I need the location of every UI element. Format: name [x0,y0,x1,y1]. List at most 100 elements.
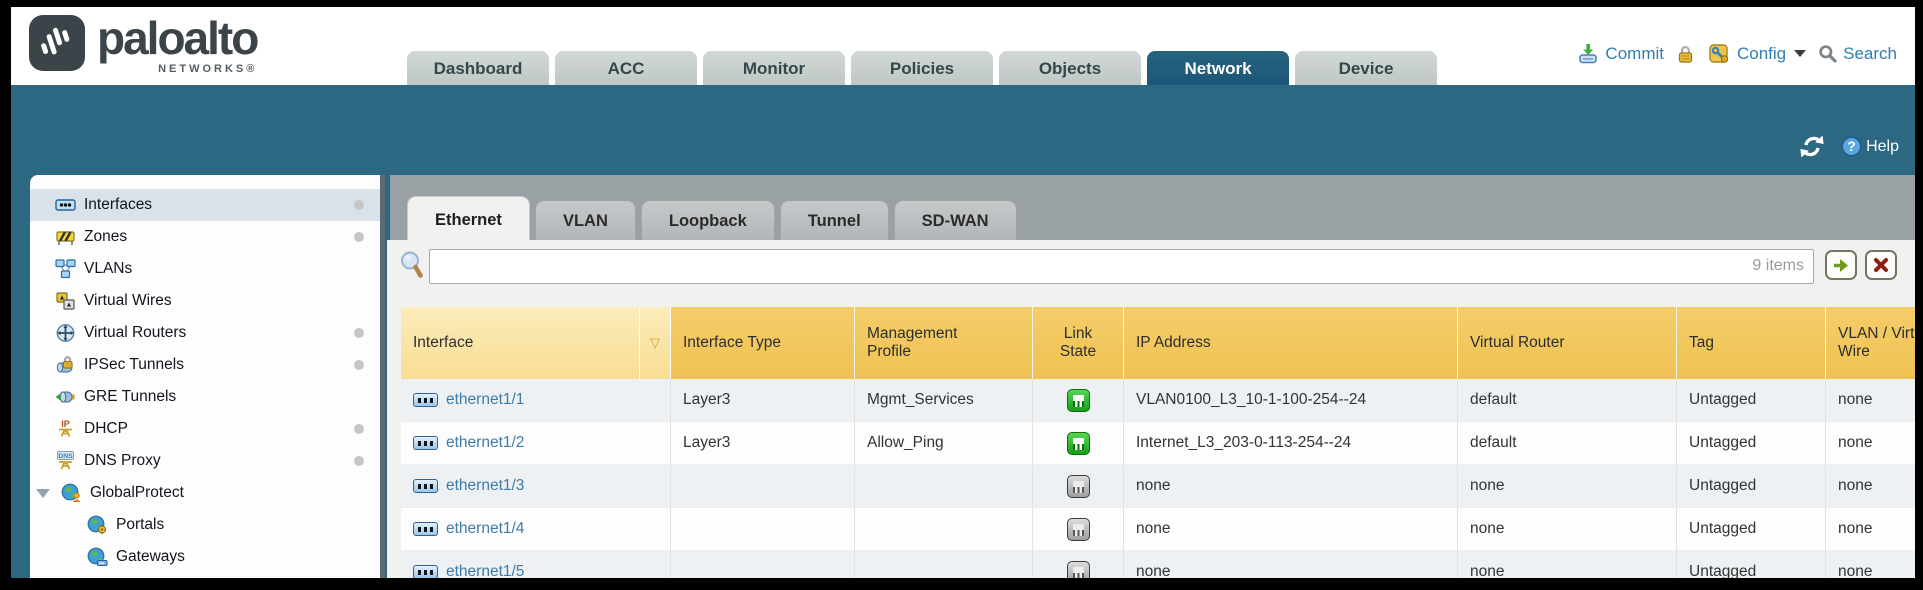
cell-vlan-wire: none [1826,465,1915,508]
interface-icon [413,565,438,578]
cell-virtual-router: none [1458,465,1677,508]
sort-dropdown-icon: ▽ [650,335,660,350]
tab-tunnel[interactable]: Tunnel [779,200,889,240]
cell-ip-address: Internet_L3_203-0-113-254--24 [1124,422,1458,465]
sidebar-item-dhcp[interactable]: IP DHCP [30,413,380,445]
interface-link[interactable]: ethernet1/3 [446,477,525,494]
interface-link[interactable]: ethernet1/4 [446,520,525,537]
nav-tab-objects[interactable]: Objects [999,51,1141,85]
col-header-interface[interactable]: Interface [401,307,640,379]
interface-link[interactable]: ethernet1/5 [446,563,525,578]
help-label: Help [1866,137,1899,155]
toolbar-actions: ? Help [1799,135,1899,158]
cell-virtual-router: none [1458,508,1677,551]
sidebar-item-virtual-routers[interactable]: Virtual Routers [30,317,380,349]
config-menu[interactable]: Config [1707,43,1807,64]
sidebar-item-label: Interfaces [84,196,153,213]
commit-button[interactable]: Commit [1577,43,1664,64]
top-actions: Commit Config [1577,43,1897,64]
cell-mgmt-profile [855,508,1033,551]
col-header-virtual-router[interactable]: Virtual Router [1458,307,1677,379]
brand-sub-wordmark: NETWORKS® [158,63,258,75]
clear-filter-button[interactable] [1865,250,1897,280]
cell-ip-address: none [1124,508,1458,551]
cell-vlan-wire: none [1826,508,1915,551]
table-row: ethernet1/2 Layer3 Allow_Ping Internet_L… [401,422,1915,465]
search-button[interactable]: Search [1818,44,1897,64]
items-count: 9 items [1752,257,1804,274]
sidebar-item-zones[interactable]: Zones [30,221,380,253]
nav-tab-acc[interactable]: ACC [555,51,697,85]
gre-tunnels-icon [55,391,75,403]
config-label: Config [1736,43,1787,63]
nav-tab-network[interactable]: Network [1147,51,1289,85]
sidebar-item-label: DNS Proxy [84,452,161,469]
filter-search-icon [401,251,423,278]
item-dot [354,200,364,210]
sidebar-item-globalprotect[interactable]: GlobalProtect [30,477,380,509]
tab-loopback[interactable]: Loopback [640,200,775,240]
col-header-interface-type[interactable]: Interface Type [671,307,855,379]
col-header-ip-address[interactable]: IP Address [1124,307,1458,379]
cell-mgmt-profile [855,551,1033,578]
cell-link-state [1033,508,1124,551]
tab-sdwan[interactable]: SD-WAN [893,200,1017,240]
svg-text:IP: IP [61,419,70,429]
sidebar-item-ipsec-tunnels[interactable]: IPSec Tunnels [30,349,380,381]
nav-tab-device[interactable]: Device [1295,51,1437,85]
tab-vlan[interactable]: VLAN [534,200,636,240]
filter-bar: 9 items [387,240,1915,292]
search-label: Search [1843,43,1897,63]
nav-tab-dashboard[interactable]: Dashboard [407,51,549,85]
clear-x-icon [1874,258,1888,272]
filter-input-wrap: 9 items [429,249,1814,284]
nav-tab-monitor[interactable]: Monitor [703,51,845,85]
lock-icon[interactable] [1676,44,1695,64]
sidebar-item-interfaces[interactable]: Interfaces [30,189,380,221]
ipsec-tunnels-icon [56,356,73,373]
sidebar-item-label: DHCP [84,420,128,437]
sidebar-item-gateways[interactable]: Gateways [30,541,380,573]
tab-ethernet[interactable]: Ethernet [407,196,530,240]
col-header-vlan-wire[interactable]: VLAN / Virtual Wire [1826,307,1915,379]
interfaces-icon [55,199,76,211]
link-state-icon [1066,560,1090,578]
cell-virtual-router: default [1458,379,1677,422]
sidebar-item-label: GRE Tunnels [84,388,177,405]
cell-mgmt-profile: Mgmt_Services [855,379,1033,422]
interface-link[interactable]: ethernet1/2 [446,434,525,451]
sidebar-item-vlans[interactable]: VLANs [30,253,380,285]
commit-icon [1579,43,1598,63]
sidebar-item-gre-tunnels[interactable]: GRE Tunnels [30,381,380,413]
nav-tab-policies[interactable]: Policies [851,51,993,85]
sidebar-item-label: Zones [84,228,128,245]
sidebar-item-dns-proxy[interactable]: DNS DNS Proxy [30,445,380,477]
sidebar-item-label: IPSec Tunnels [84,356,184,373]
refresh-icon[interactable] [1799,135,1825,158]
sidebar-item-portals[interactable]: Portals [30,509,380,541]
vlans-icon [55,259,76,279]
column-menu-button[interactable]: ▽ [640,307,671,379]
cell-vlan-wire: none [1826,551,1915,578]
sidebar-item-label: Gateways [116,548,185,565]
sidebar-item-virtual-wires[interactable]: Virtual Wires [30,285,380,317]
main-nav-tabs: Dashboard ACC Monitor Policies Objects N… [407,51,1437,85]
item-dot [354,360,364,370]
interface-link[interactable]: ethernet1/1 [446,391,525,408]
link-state-icon [1066,474,1090,498]
help-button[interactable]: ? Help [1841,136,1899,157]
cell-mgmt-profile: Allow_Ping [855,422,1033,465]
dhcp-icon: IP [59,419,72,437]
cell-interface-type: Layer3 [671,422,855,465]
apply-filter-button[interactable] [1825,250,1857,280]
cell-ip-address: none [1124,551,1458,578]
col-header-link-state[interactable]: Link State [1033,307,1124,379]
virtual-wires-icon [56,292,75,310]
col-header-tag[interactable]: Tag [1677,307,1826,379]
table-row: ethernet1/1 Layer3 Mgmt_Services VLAN010… [401,379,1915,422]
collapse-expander-icon[interactable] [36,488,50,498]
col-header-management-profile[interactable]: Management Profile [855,307,1033,379]
filter-input[interactable] [429,249,1814,284]
sidebar: Interfaces Zones VLANs [30,175,385,578]
